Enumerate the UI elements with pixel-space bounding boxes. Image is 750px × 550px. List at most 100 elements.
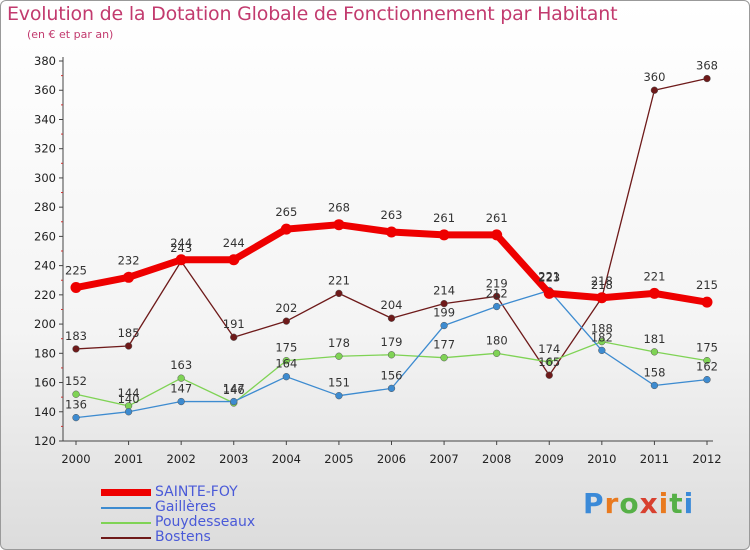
y-tick-label: 360	[34, 83, 56, 97]
data-label: 164	[275, 357, 297, 371]
data-point	[598, 346, 606, 355]
data-label: 185	[118, 326, 140, 340]
x-tick-label: 2000	[61, 452, 90, 466]
data-label: 265	[275, 205, 297, 219]
data-point	[72, 413, 80, 422]
data-point	[282, 317, 290, 325]
data-label: 223	[538, 270, 560, 284]
legend-swatch	[101, 507, 151, 509]
data-label: 244	[170, 236, 192, 250]
data-label: 263	[381, 208, 403, 222]
data-point	[230, 397, 238, 406]
data-label: 199	[433, 306, 455, 320]
data-label: 191	[223, 317, 245, 331]
data-label: 151	[328, 376, 350, 390]
data-point	[703, 74, 711, 83]
data-point	[491, 229, 503, 241]
x-tick-label: 2004	[272, 452, 301, 466]
data-point	[440, 321, 448, 330]
y-tick-label: 320	[34, 142, 56, 156]
data-label: 174	[538, 342, 560, 356]
data-point	[124, 408, 133, 416]
data-point	[177, 374, 185, 382]
y-tick-label: 300	[34, 171, 56, 185]
data-label: 202	[275, 301, 297, 315]
y-tick-label: 260	[34, 229, 56, 243]
data-point	[701, 296, 713, 308]
data-label: 175	[696, 341, 718, 355]
data-label: 140	[118, 392, 140, 406]
data-label: 218	[591, 274, 613, 288]
legend-item: Pouydesseaux	[101, 514, 321, 530]
y-tick-label: 340	[34, 112, 56, 126]
data-label: 147	[170, 382, 192, 396]
proxiti-logo: Proxiti	[583, 487, 695, 520]
data-label: 147	[223, 382, 245, 396]
x-tick-label: 2010	[587, 452, 616, 466]
data-point	[230, 333, 238, 341]
data-label: 182	[591, 330, 613, 344]
y-tick-label: 280	[34, 200, 56, 214]
legend-swatch	[101, 537, 151, 539]
data-point	[703, 356, 711, 365]
x-tick-label: 2009	[535, 452, 564, 466]
chart-title: Evolution de la Dotation Globale de Fonc…	[7, 3, 618, 25]
data-point	[545, 358, 553, 366]
data-label: 243	[170, 241, 192, 255]
data-point	[70, 282, 82, 294]
data-point	[703, 375, 711, 384]
legend-item: Bostens	[101, 529, 321, 545]
data-label: 177	[433, 338, 455, 352]
legend-item: Gaillères	[101, 499, 321, 515]
x-tick-label: 2012	[692, 452, 721, 466]
data-point	[493, 302, 501, 311]
plot-area: 120 140 160 180 200 220 240 260 280 300 320 340 360 3…	[34, 54, 722, 466]
y-tick-label: 220	[34, 288, 56, 302]
data-point	[598, 337, 606, 346]
data-label: 214	[433, 284, 455, 298]
y-tick-label: 140	[34, 405, 56, 419]
data-point	[335, 392, 343, 400]
data-point	[650, 86, 659, 94]
data-label: 156	[381, 368, 403, 382]
x-tick-label: 2005	[324, 452, 353, 466]
legend-label: SAINTE-FOY	[155, 484, 238, 500]
data-point	[228, 254, 240, 266]
x-tick-label: 2011	[640, 452, 669, 466]
data-point	[440, 299, 448, 308]
y-tick-label: 120	[34, 434, 56, 448]
data-label: 136	[65, 398, 87, 412]
x-tick-label: 2008	[482, 452, 511, 466]
data-point	[124, 342, 133, 350]
data-label: 188	[591, 322, 613, 336]
data-label: 180	[486, 333, 508, 347]
y-tick-label: 380	[34, 54, 56, 68]
legend: SAINTE-FOY Gaillères Pouydesseaux Bostens	[101, 484, 321, 545]
data-point	[545, 371, 553, 379]
data-point	[440, 354, 448, 362]
data-label: 261	[486, 211, 508, 225]
data-point	[543, 287, 555, 299]
data-label: 244	[223, 236, 245, 250]
data-label: 221	[328, 273, 350, 287]
data-point	[335, 289, 343, 298]
data-label: 218	[591, 278, 613, 292]
data-label: 232	[118, 253, 140, 267]
data-point	[335, 352, 343, 360]
legend-label: Bostens	[155, 529, 211, 545]
data-label: 175	[275, 341, 297, 355]
data-point	[175, 254, 187, 266]
data-point	[493, 349, 501, 357]
data-point	[282, 373, 290, 381]
data-label: 268	[328, 201, 350, 215]
data-label: 204	[381, 298, 403, 312]
data-point	[333, 219, 345, 231]
data-label: 163	[170, 358, 192, 372]
data-point	[438, 229, 450, 241]
data-point	[72, 345, 80, 353]
data-point	[386, 226, 397, 238]
data-label: 368	[696, 59, 718, 73]
data-label: 152	[65, 374, 87, 388]
data-point	[387, 314, 396, 322]
